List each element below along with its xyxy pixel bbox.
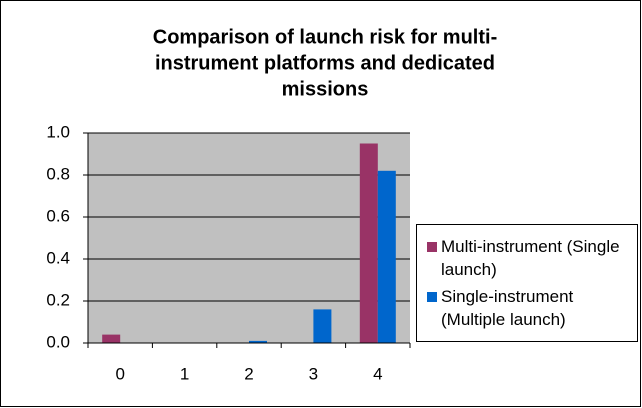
legend-entry: Multi-instrument (Single launch) (427, 235, 633, 281)
x-tick-label: 4 (373, 364, 382, 383)
x-tick-label: 1 (180, 364, 189, 383)
y-tick-label: 0.0 (46, 332, 70, 351)
y-tick-label: 0.6 (46, 206, 70, 225)
y-tick-label: 0.4 (46, 248, 70, 267)
chart-title: Comparison of launch risk for multi- (153, 26, 497, 48)
bar (102, 334, 121, 343)
chart-title: instrument platforms and dedicated (155, 52, 495, 74)
legend-label: Multi-instrument (Single launch) (441, 237, 620, 279)
chart-title: missions (282, 78, 369, 100)
legend: Multi-instrument (Single launch) Single-i… (416, 224, 638, 342)
x-tick-label: 2 (244, 364, 253, 383)
legend-entry: Single-instrument (Multiple launch) (427, 285, 633, 331)
legend-swatch (427, 292, 437, 302)
x-tick-label: 3 (309, 364, 318, 383)
bar (377, 170, 396, 343)
bar (249, 340, 267, 343)
y-tick-label: 0.8 (46, 164, 70, 183)
x-tick-label: 0 (115, 364, 124, 383)
y-tick-label: 0.2 (46, 290, 70, 309)
bar (359, 143, 378, 343)
bar (313, 309, 332, 343)
plot-area (88, 133, 410, 343)
y-tick-label: 1.0 (46, 122, 70, 141)
legend-label: Single-instrument (Multiple launch) (441, 287, 574, 329)
legend-swatch (427, 242, 437, 252)
